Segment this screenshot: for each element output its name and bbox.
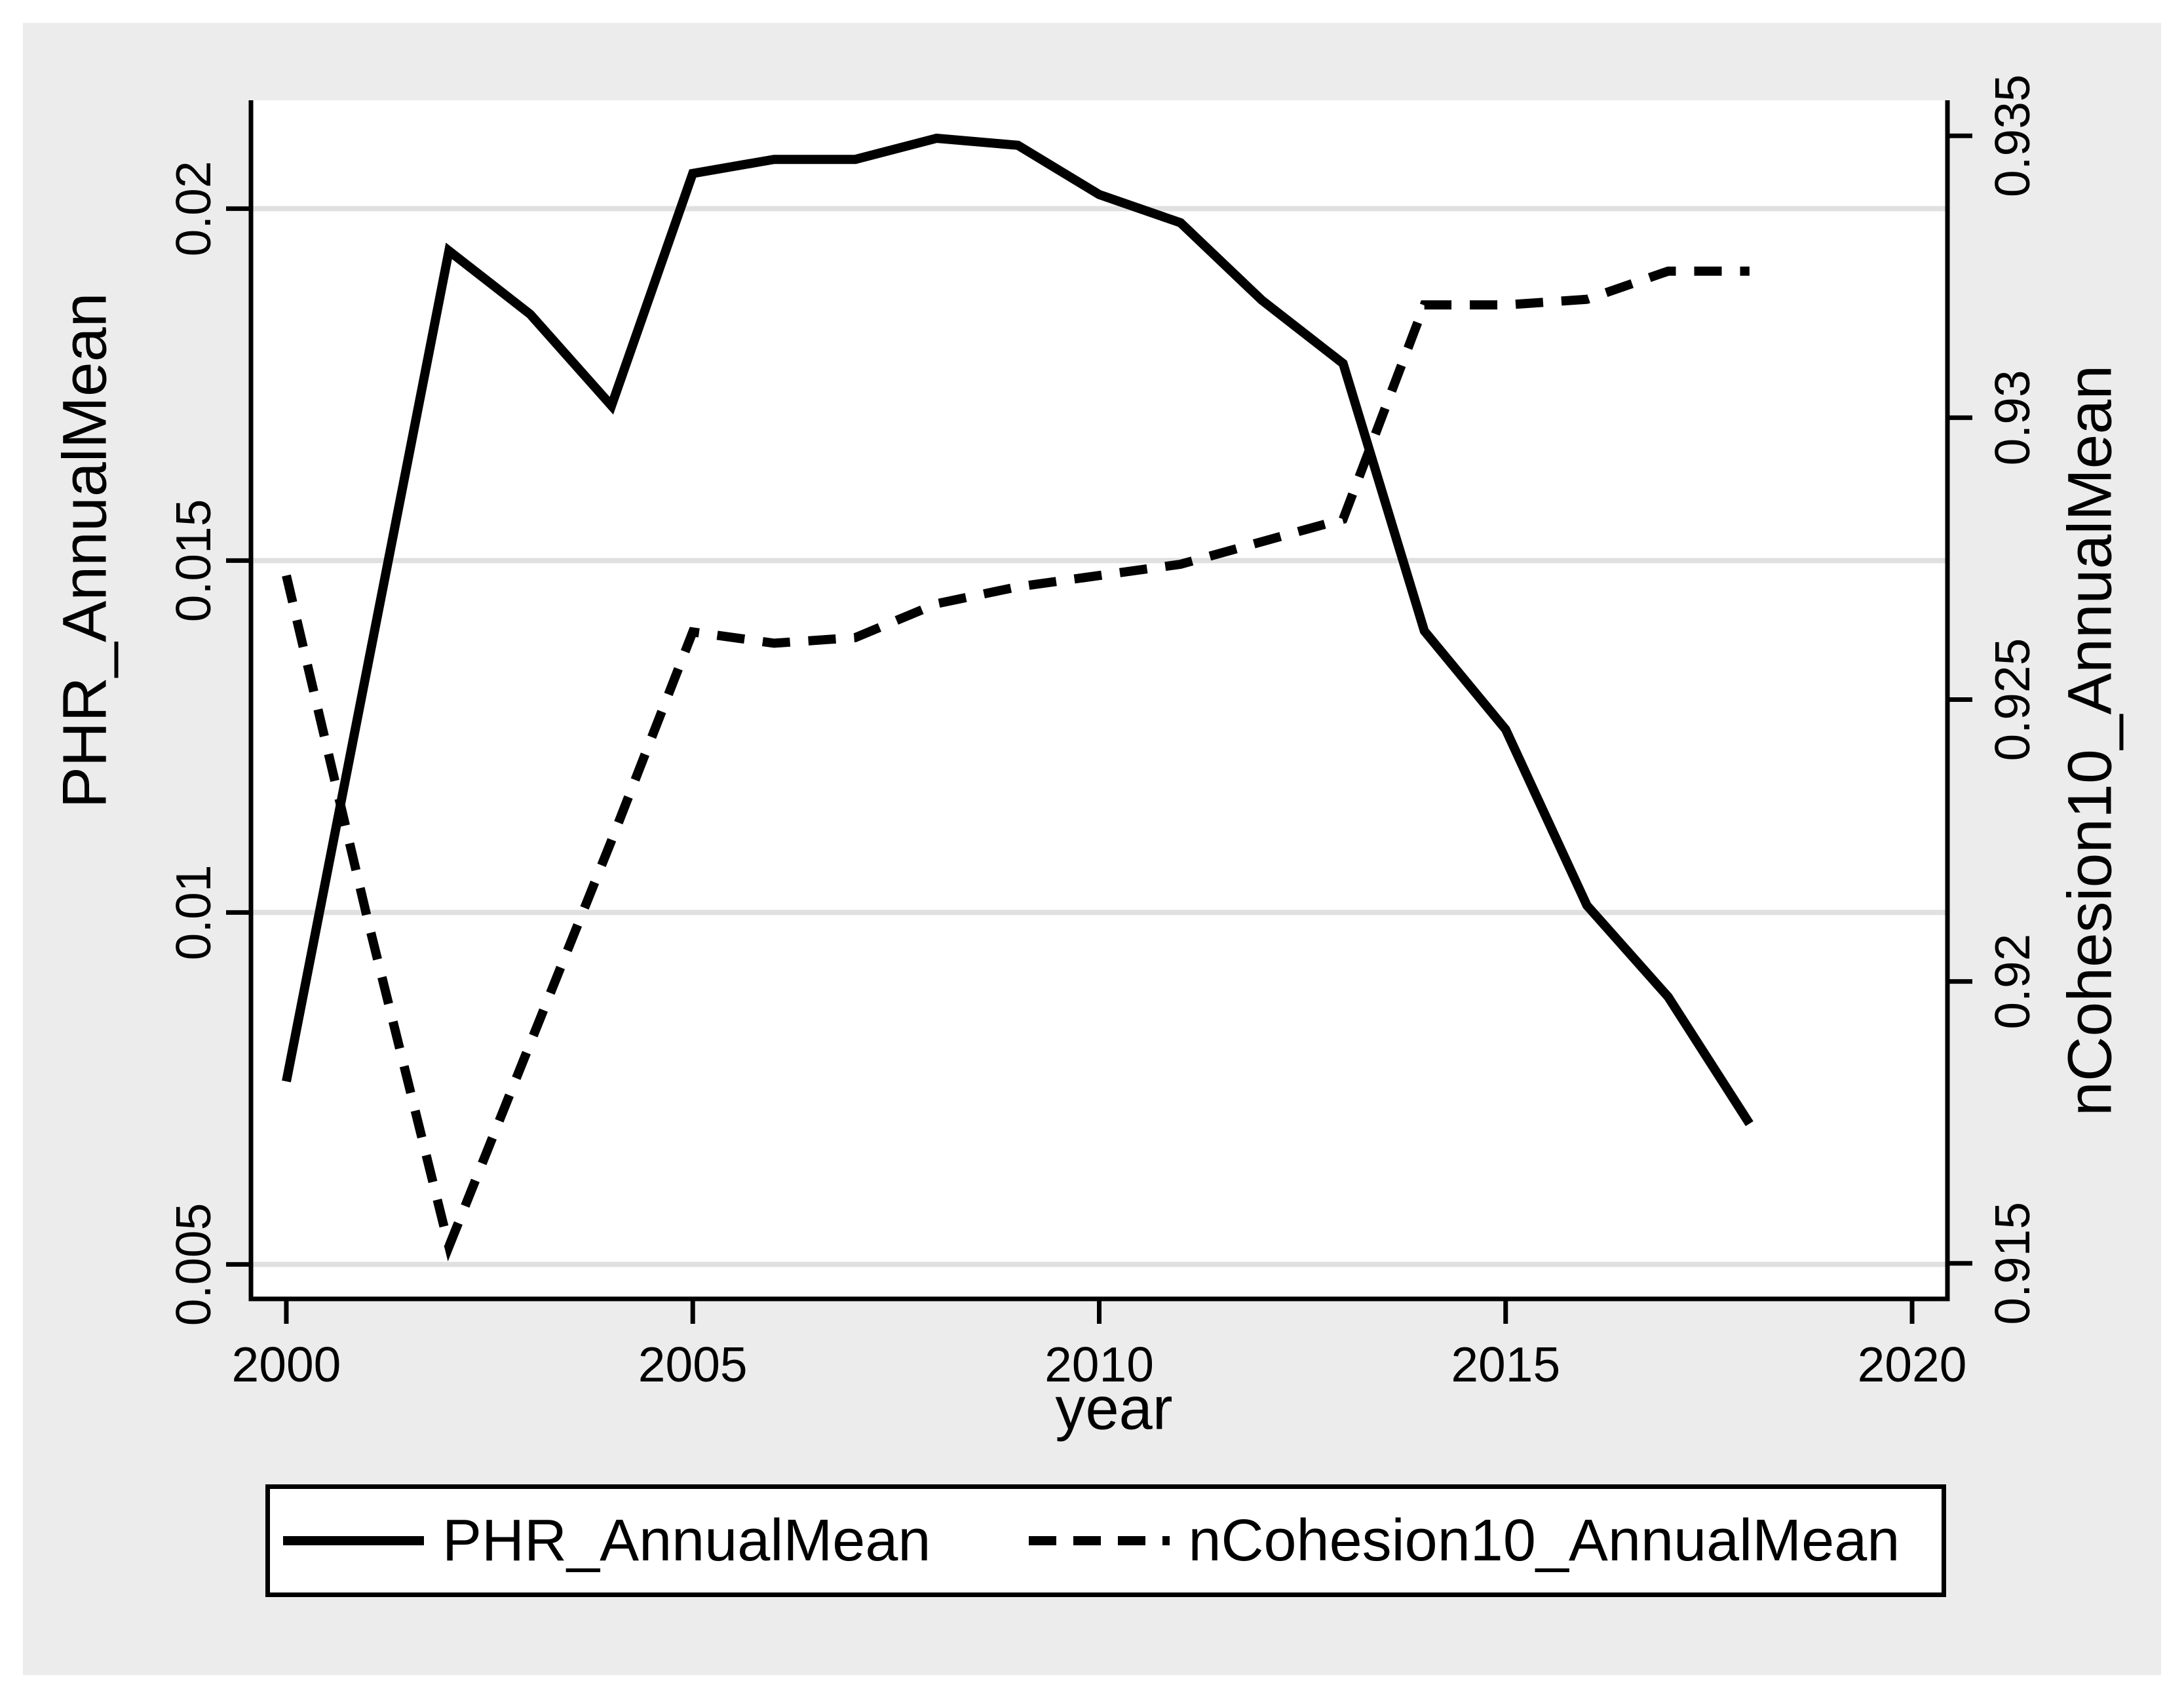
x-tick-label: 2015 <box>1451 1337 1560 1392</box>
left-axis-title: PHR_AnnualMean <box>50 292 120 809</box>
legend: PHR_AnnualMean nCohesion10_AnnualMean <box>265 1484 1946 1597</box>
x-tick-label: 2005 <box>638 1337 748 1392</box>
x-axis-title: year <box>1055 1375 1173 1442</box>
x-tick-label: 2020 <box>1858 1337 1967 1392</box>
right-tick-label: 0.935 <box>1985 74 2040 197</box>
legend-label-ncohesion: nCohesion10_AnnualMean <box>1188 1507 1900 1573</box>
right-tick-label: 0.915 <box>1985 1202 2040 1325</box>
x-tick-label: 2000 <box>232 1337 341 1392</box>
left-tick-label: 0.02 <box>166 161 221 256</box>
legend-swatch-solid-line <box>283 1536 424 1545</box>
right-axis-title: nCohesion10_AnnualMean <box>2055 364 2125 1117</box>
left-tick-label: 0.015 <box>166 499 221 623</box>
left-tick-label: 0.01 <box>166 864 221 960</box>
legend-swatch-dashed-line <box>1029 1536 1170 1545</box>
phr-line <box>282 133 1753 1127</box>
legend-label-phr: PHR_AnnualMean <box>442 1507 931 1573</box>
right-tick-label: 0.93 <box>1985 370 2040 465</box>
plot-region <box>251 100 1947 1299</box>
x-tick-label: 2010 <box>1044 1337 1154 1392</box>
right-tick-label: 0.925 <box>1985 638 2040 762</box>
left-tick-label: 0.005 <box>166 1203 221 1326</box>
right-tick-label: 0.92 <box>1985 934 2040 1030</box>
